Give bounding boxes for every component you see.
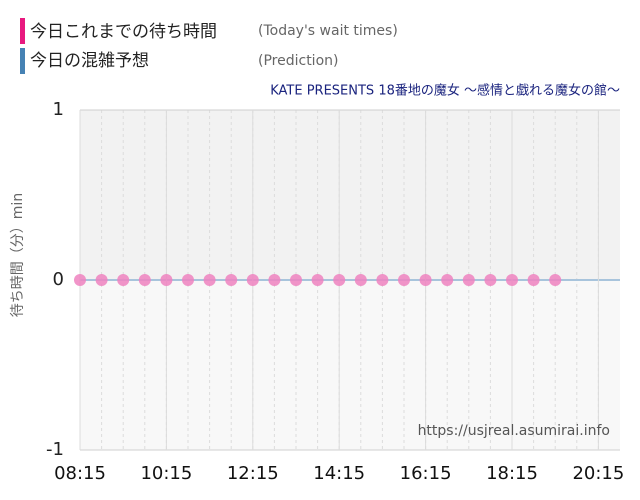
subtitle: KATE PRESENTS 18番地の魔女 ～感情と戯れる魔女の館～ (270, 83, 620, 99)
legend-note: (Prediction) (258, 53, 338, 69)
data-point (419, 274, 432, 286)
legend-swatch (20, 48, 25, 74)
data-point (484, 274, 497, 286)
legend-note: (Today's wait times) (258, 23, 398, 39)
data-point (138, 274, 151, 286)
x-tick-label: 12:15 (227, 463, 279, 484)
plot-background (80, 110, 620, 280)
x-tick-label: 18:15 (486, 463, 538, 484)
data-point (95, 274, 108, 286)
data-point (376, 274, 389, 286)
data-point (290, 274, 302, 286)
x-tick-label: 16:15 (400, 463, 452, 484)
data-point (246, 274, 259, 286)
data-point (74, 274, 86, 286)
data-point (333, 274, 346, 286)
x-tick-label: 08:15 (54, 463, 106, 484)
x-tick-label: 20:15 (572, 463, 624, 484)
data-point (203, 274, 216, 286)
data-point (506, 274, 518, 286)
data-point (311, 274, 324, 286)
data-point (354, 274, 367, 286)
data-point (462, 274, 475, 286)
data-point (160, 274, 173, 286)
data-point (225, 274, 238, 286)
data-point (398, 274, 410, 286)
data-point (182, 274, 194, 286)
y-axis-label: 待ち時間（分）min (10, 193, 26, 317)
x-tick-label: 10:15 (140, 463, 192, 484)
data-point (441, 274, 454, 286)
data-point (268, 274, 281, 286)
y-tick-label: -1 (46, 439, 64, 460)
data-point (527, 274, 540, 286)
data-point (549, 274, 562, 286)
y-tick-label: 0 (53, 269, 64, 290)
x-tick-label: 14:15 (313, 463, 365, 484)
y-tick-label: 1 (53, 99, 64, 120)
legend-swatch (20, 18, 25, 44)
watermark: https://usjreal.asumirai.info (418, 423, 610, 439)
data-point (117, 274, 130, 286)
legend-label: 今日の混雑予想 (30, 51, 149, 71)
legend-label: 今日これまでの待ち時間 (30, 22, 217, 42)
plot-background (80, 280, 620, 450)
